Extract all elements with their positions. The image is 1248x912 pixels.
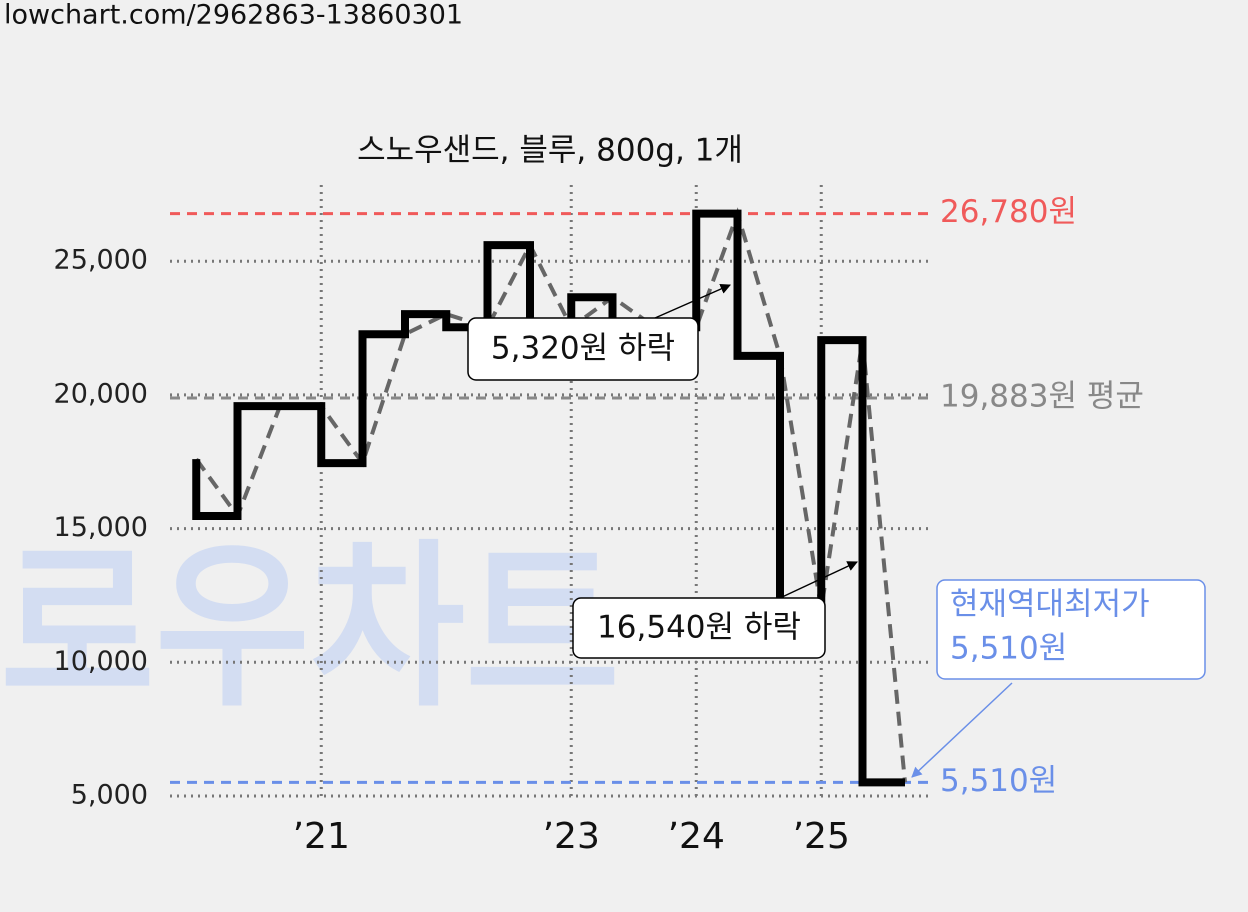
x-tick-label: ’24	[668, 816, 725, 857]
source-url: lowchart.com/2962863-13860301	[4, 0, 463, 31]
y-tick-label: 20,000	[54, 378, 148, 409]
reference-label: 26,780원	[940, 194, 1077, 230]
annotation-text: 현재역대최저가	[950, 587, 1150, 623]
x-tick-label: ’21	[293, 816, 350, 857]
chart-title: 스노우샌드, 블루, 800g, 1개	[357, 133, 743, 169]
watermark: 로우차트	[0, 524, 620, 731]
y-tick-label: 10,000	[54, 646, 148, 677]
y-tick-label: 25,000	[54, 245, 148, 276]
annotation-text: 5,510원	[950, 631, 1067, 667]
x-tick-label: ’23	[543, 816, 600, 857]
x-tick-label: ’25	[793, 816, 850, 857]
annotation-text: 16,540원 하락	[597, 610, 801, 646]
annotation-box	[572, 597, 826, 659]
y-tick-label: 15,000	[54, 512, 148, 543]
annotation-arrow	[779, 561, 858, 599]
annotation-text: 5,320원 하락	[491, 331, 675, 367]
reference-label: 19,883원 평균	[940, 379, 1144, 415]
annotation-box	[467, 317, 699, 381]
annotation-arrow	[654, 284, 731, 319]
annotation-arrow	[911, 682, 1013, 778]
y-tick-label: 5,000	[71, 779, 148, 810]
reference-label: 5,510원	[940, 763, 1057, 799]
annotation-box	[936, 579, 1206, 680]
